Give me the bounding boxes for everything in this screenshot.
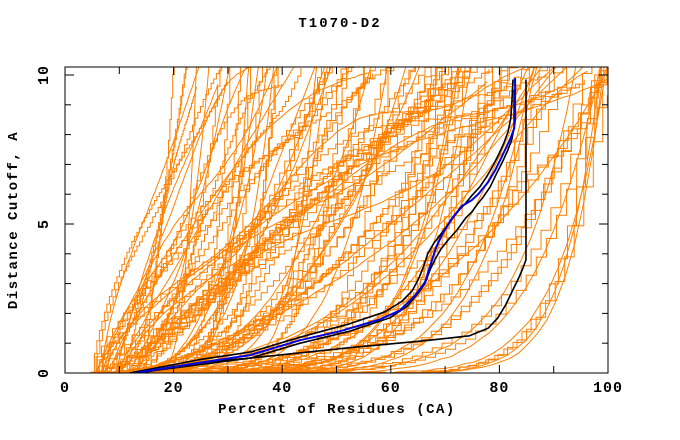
model-curve — [106, 67, 328, 373]
model-curve — [145, 67, 444, 373]
x-tick-label: 20 — [164, 380, 184, 397]
model-curve — [98, 82, 608, 373]
model-curve — [112, 67, 333, 373]
model-curve — [101, 67, 316, 373]
model-curve — [95, 67, 459, 373]
model-curve — [94, 73, 374, 373]
model-curve — [94, 67, 223, 373]
model-curve — [119, 67, 188, 373]
reference-black-2-curve — [139, 89, 515, 373]
model-curve — [126, 67, 577, 373]
model-curve — [132, 67, 415, 373]
model-curve — [116, 67, 278, 373]
model-curve — [111, 67, 556, 373]
plot-frame — [64, 66, 609, 374]
model-curve — [143, 67, 530, 373]
highlight-model-blue — [134, 78, 517, 373]
model-curve — [101, 67, 200, 373]
model-curve — [110, 72, 370, 373]
tick-labels: 0 20 40 60 80 100 0 5 10 — [36, 65, 623, 397]
model-curve — [90, 67, 509, 373]
y-tick-label: 0 — [36, 368, 53, 378]
model-curve — [92, 67, 210, 373]
model-curve — [112, 67, 564, 373]
model-curve — [130, 67, 601, 373]
model-curve — [135, 67, 550, 373]
x-tick-label: 80 — [489, 380, 509, 397]
model-curve — [131, 67, 584, 373]
y-tick-label: 10 — [36, 65, 53, 85]
model-curve — [117, 67, 295, 373]
model-curve — [98, 67, 187, 373]
x-axis-label: Percent of Residues (CA) — [218, 402, 456, 418]
reference-black-long-tail-curve — [134, 79, 527, 373]
model-curve — [133, 67, 393, 373]
model-curves-layer — [90, 67, 608, 373]
model-curve — [116, 67, 526, 373]
model-curve — [140, 67, 416, 373]
x-tick-label: 0 — [60, 380, 70, 397]
y-tick-label: 5 — [36, 219, 53, 229]
model-curve — [115, 67, 478, 373]
model-curve — [90, 67, 354, 373]
x-tick-label: 100 — [593, 380, 623, 397]
reference-black-long-tail — [134, 79, 527, 373]
y-axis-label: Distance Cutoff, A — [6, 131, 22, 309]
model-curve — [98, 67, 353, 373]
model-curve — [94, 67, 460, 373]
predicted-models-ensemble — [90, 67, 608, 373]
model-curve — [133, 68, 302, 373]
x-tick-label: 40 — [272, 380, 292, 397]
model-curve — [145, 86, 197, 373]
model-curve — [124, 67, 230, 373]
x-tick-label: 60 — [381, 380, 401, 397]
model-curve — [126, 67, 602, 373]
model-curve — [90, 69, 490, 373]
chart-title: T1070-D2 — [298, 16, 381, 32]
model-curve — [132, 67, 432, 373]
model-curve — [141, 67, 536, 373]
model-curve — [125, 67, 466, 373]
model-curve — [104, 81, 488, 373]
highlight-model-blue-curve — [134, 78, 517, 373]
reference-black-2 — [139, 89, 515, 373]
